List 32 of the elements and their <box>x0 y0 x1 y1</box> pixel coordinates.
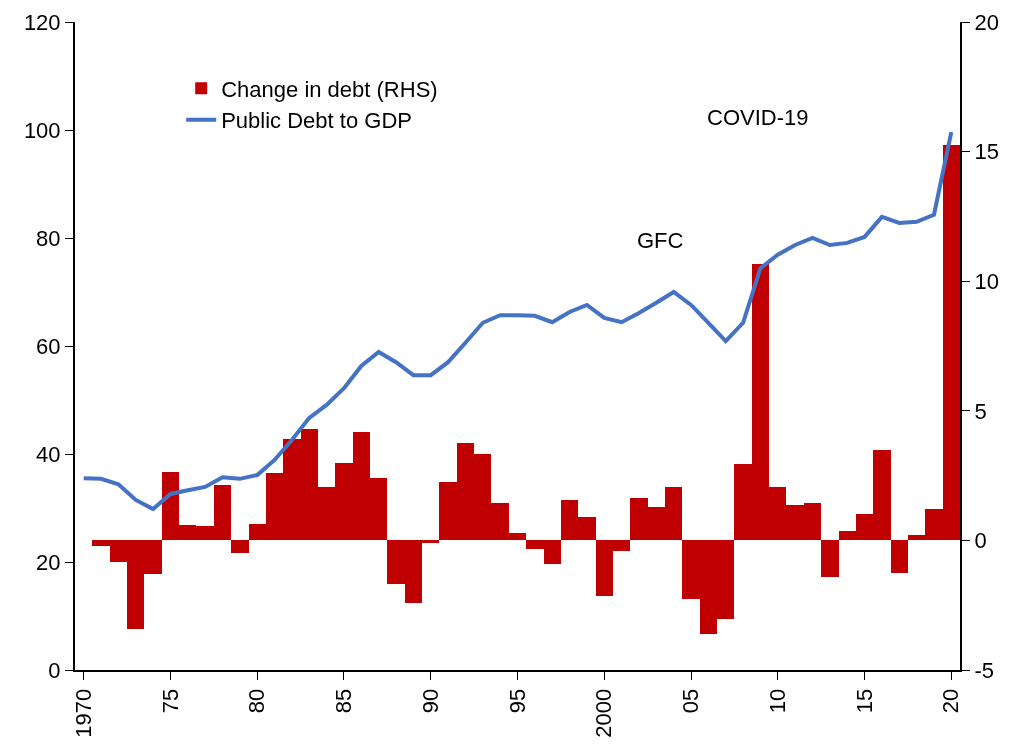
y-tick-label: 20 <box>36 549 61 575</box>
legend-label: Change in debt (RHS) <box>221 76 438 102</box>
legend-label: Public Debt to GDP <box>221 108 412 134</box>
y-tick-label: 0 <box>48 657 61 683</box>
x-tick-label: 10 <box>764 688 790 714</box>
x-tick-label: 20 <box>938 688 964 714</box>
bar <box>891 540 908 573</box>
y2-tick-label: 5 <box>974 398 987 424</box>
bar <box>821 540 839 577</box>
y-tick-label: 100 <box>23 117 61 143</box>
x-tick-label: 2000 <box>591 688 617 738</box>
x-tick-label: 80 <box>244 688 270 714</box>
y2-tick-label: 10 <box>974 268 999 294</box>
x-tick-label: 85 <box>331 688 357 714</box>
line-series <box>81 130 954 512</box>
x-tick-label: 75 <box>157 688 183 714</box>
y-tick-label: 60 <box>36 333 61 359</box>
y2-tick-label: 0 <box>974 528 987 554</box>
x-tick-label: 15 <box>851 688 877 714</box>
x-tick-label: 95 <box>504 688 530 714</box>
annotation: COVID-19 <box>707 105 809 130</box>
y2-tick-label: -5 <box>974 657 994 683</box>
x-tick-label: 1970 <box>70 688 96 738</box>
x-tick-label: 90 <box>417 688 443 714</box>
bar <box>231 540 249 553</box>
y-tick-label: 40 <box>36 441 61 467</box>
y2-tick-label: 15 <box>974 139 999 165</box>
annotation: GFC <box>637 228 684 253</box>
y2-tick-label: 20 <box>974 9 999 35</box>
x-tick-label: 05 <box>678 688 704 714</box>
y-tick-label: 120 <box>23 9 61 35</box>
y-tick-label: 80 <box>36 225 61 251</box>
